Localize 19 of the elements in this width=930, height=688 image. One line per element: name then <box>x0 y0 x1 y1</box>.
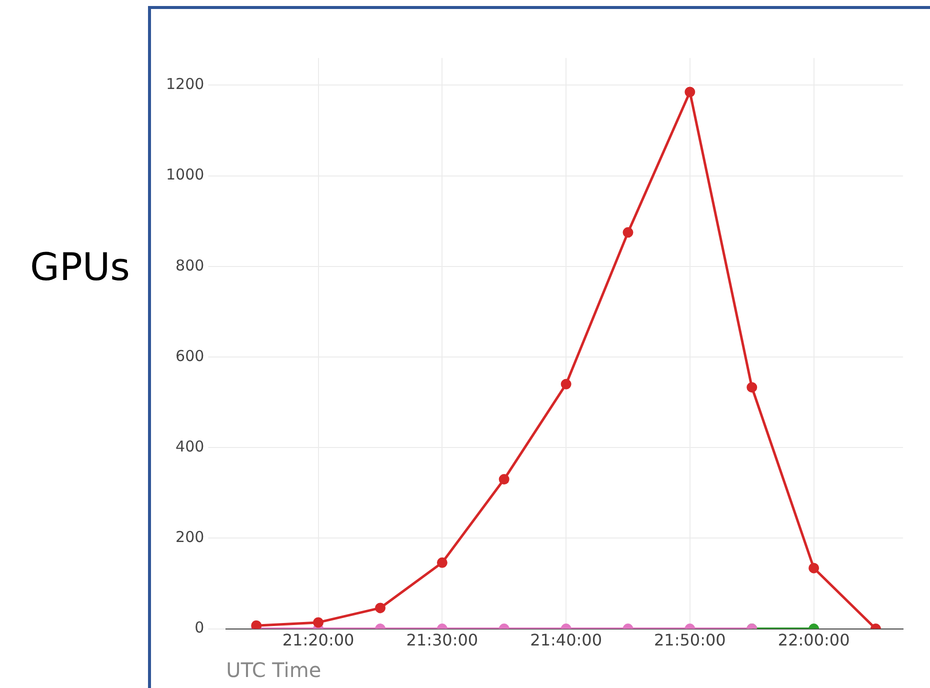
y-tick-label: 1200 <box>166 75 204 94</box>
y-tick-label: 600 <box>176 346 204 365</box>
y-tick-label: 0 <box>194 618 204 637</box>
x-tick-label: 22:00:00 <box>778 630 850 650</box>
y-tick-label: 400 <box>176 437 204 456</box>
x-tick-label: 21:30:00 <box>406 630 478 650</box>
y-tick-label: 200 <box>176 528 204 546</box>
point <box>746 382 758 393</box>
x-axis-title: UTC Time <box>226 658 322 682</box>
y-tick-label: 1000 <box>166 166 204 184</box>
point <box>622 227 634 238</box>
x-tick-label: 21:40:00 <box>530 630 602 650</box>
y-axis-title: GPUs <box>30 245 130 289</box>
point <box>251 620 262 629</box>
x-tick-label: 21:20:00 <box>282 630 354 650</box>
y-tick-label: 800 <box>176 256 204 274</box>
point <box>684 86 696 98</box>
point <box>560 378 572 390</box>
x-tick-label: 21:50:00 <box>654 630 726 650</box>
